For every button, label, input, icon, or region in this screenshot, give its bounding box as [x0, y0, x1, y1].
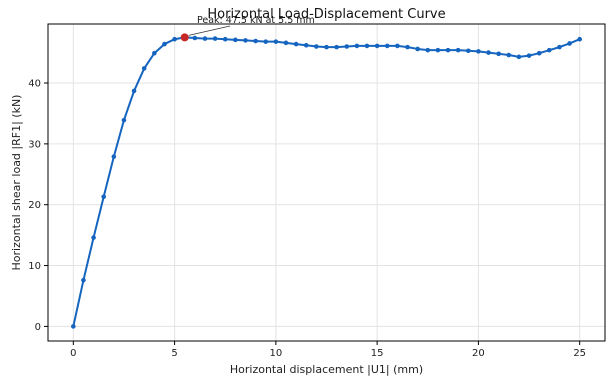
data-point — [415, 46, 420, 52]
data-point — [131, 88, 137, 94]
plot-area-frame — [47, 23, 606, 342]
data-point — [567, 41, 572, 46]
data-point — [141, 66, 147, 71]
data-point — [202, 36, 208, 41]
data-point — [253, 38, 258, 44]
data-point — [233, 37, 238, 43]
data-point — [263, 39, 269, 44]
x-tick-label: 20 — [472, 348, 485, 359]
data-point — [162, 41, 167, 47]
data-point — [476, 49, 481, 54]
x-tick-label: 0 — [70, 348, 76, 359]
y-tick-label: 30 — [28, 139, 41, 150]
x-tick-label: 25 — [573, 348, 586, 359]
data-point — [465, 48, 471, 54]
data-point — [354, 43, 360, 49]
grid-lines — [48, 24, 605, 341]
data-point — [273, 39, 279, 44]
data-point — [121, 117, 127, 123]
data-point — [192, 35, 198, 41]
data-point — [577, 36, 582, 42]
data-point — [374, 43, 380, 49]
data-point — [516, 54, 522, 60]
y-tick-label: 10 — [28, 261, 41, 272]
data-point — [445, 47, 451, 53]
y-tick-label: 20 — [28, 200, 41, 211]
peak-marker — [180, 33, 189, 42]
data-point — [496, 51, 501, 57]
data-point — [364, 43, 370, 49]
y-tick-label: 40 — [28, 79, 41, 90]
data-point — [526, 53, 532, 58]
data-point — [172, 36, 177, 42]
data-point — [506, 52, 512, 58]
y-axis-ticks: 0 10 20 30 40 — [28, 79, 48, 333]
data-point — [212, 36, 218, 41]
data-point — [243, 38, 248, 43]
data-point — [384, 43, 390, 49]
data-point — [101, 194, 106, 200]
data-point — [395, 43, 400, 49]
chart-title: Horizontal Load-Displacement Curve — [207, 7, 445, 22]
data-point — [71, 324, 76, 329]
data-point — [293, 41, 299, 47]
data-point — [222, 36, 228, 42]
peak-annotation: Peak: 47.5 kN at 5.5 mm — [197, 15, 315, 26]
y-axis-label: Horizontal shear load |RF1| (kN) — [10, 95, 23, 271]
data-point — [425, 47, 431, 53]
x-axis-label: Horizontal displacement |U1| (mm) — [230, 363, 423, 376]
data-point — [455, 47, 461, 53]
data-point — [303, 42, 309, 48]
data-point — [283, 40, 289, 46]
data-point — [152, 50, 157, 56]
data-point — [324, 44, 329, 50]
x-axis-ticks: 0 5 10 15 20 25 — [70, 341, 586, 359]
data-point — [91, 235, 96, 240]
peak-annotation-arrow — [188, 25, 231, 36]
data-point — [111, 154, 117, 159]
data-point — [314, 44, 319, 49]
data-point — [334, 44, 339, 50]
data-point — [536, 50, 542, 56]
data-point — [344, 44, 350, 49]
data-point — [547, 47, 552, 53]
data-point — [557, 44, 562, 50]
data-point — [405, 44, 410, 50]
data-point — [81, 277, 86, 283]
data-point — [486, 50, 491, 55]
data-point — [435, 47, 441, 53]
x-tick-label: 15 — [371, 348, 384, 359]
x-tick-label: 10 — [269, 348, 282, 359]
x-tick-label: 5 — [171, 348, 177, 359]
y-tick-label: 0 — [35, 322, 41, 333]
